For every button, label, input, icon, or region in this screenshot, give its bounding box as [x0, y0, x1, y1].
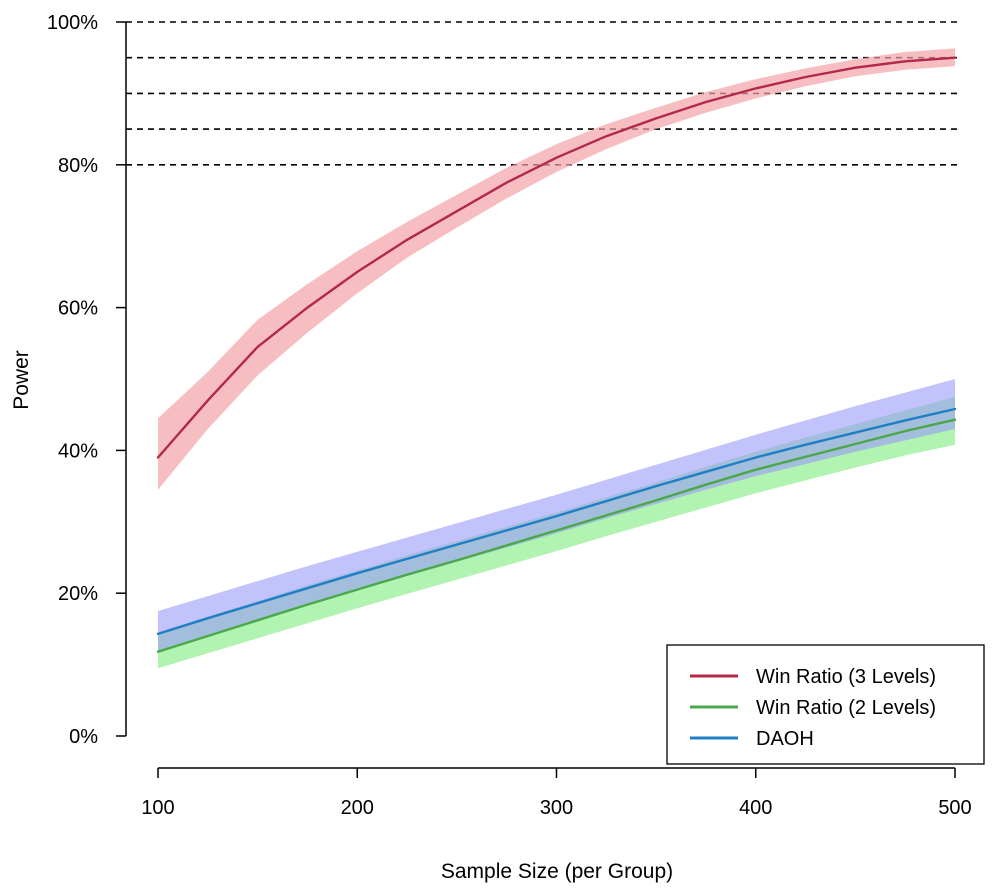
x-tick-label-3: 400: [739, 797, 772, 819]
x-tick-label-1: 200: [341, 797, 374, 819]
line-series-1: [156, 418, 957, 653]
x-tick-label-2: 300: [540, 797, 573, 819]
legend: Win Ratio (3 Levels) Win Ratio (2 Levels…: [666, 644, 985, 765]
y-tick-label-4: 80%: [58, 155, 98, 177]
line-series-2: [156, 407, 957, 636]
axes: 0% 20% 40% 60% 80% 100% 100 200 300 400 500: [47, 12, 972, 819]
y-tick-label-3: 60%: [58, 298, 98, 320]
y-tick-label-1: 20%: [58, 583, 98, 605]
series-lines: [156, 56, 957, 653]
line-series-0: [156, 56, 957, 459]
x-tick-label-0: 100: [141, 797, 174, 819]
x-axis-title: Sample Size (per Group): [441, 860, 673, 883]
band-series-2: [158, 379, 955, 651]
y-tick-label-2: 40%: [58, 440, 98, 462]
reference-lines: [126, 21, 960, 166]
y-tick-label-5: 100%: [47, 12, 98, 34]
x-tick-label-4: 500: [938, 797, 971, 819]
legend-label-series-0: Win Ratio (3 Levels): [756, 666, 936, 688]
y-axis-title: Power: [10, 350, 33, 410]
confidence-bands: [158, 48, 955, 669]
legend-label-series-2: DAOH: [756, 728, 814, 750]
legend-label-series-1: Win Ratio (2 Levels): [756, 697, 936, 719]
legend-box: [666, 644, 985, 765]
y-tick-label-0: 0%: [69, 726, 98, 748]
